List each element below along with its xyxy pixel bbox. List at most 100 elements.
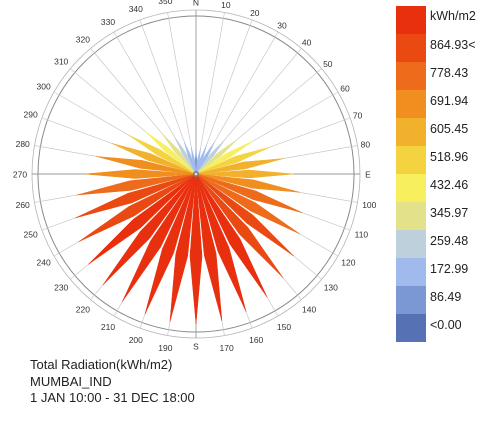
legend-swatch: [396, 146, 426, 174]
legend-tick-label: 605.45: [430, 122, 469, 136]
direction-label-170: 170: [220, 343, 234, 353]
petal-220: [102, 173, 197, 286]
rose-petals: [75, 131, 303, 325]
chart-title: Total Radiation(kWh/m2): [30, 357, 173, 372]
petal-90: [195, 169, 294, 179]
petal-320: [161, 132, 197, 175]
direction-label-100: 100: [362, 200, 376, 210]
direction-label-20: 20: [250, 8, 260, 18]
legend-tick-label: 259.48: [430, 234, 469, 248]
petal-310: [145, 131, 197, 175]
petal-210: [122, 173, 197, 302]
petal-250: [75, 173, 197, 219]
petal-280: [96, 156, 197, 175]
petal-170: [195, 173, 223, 321]
petal-300: [128, 134, 197, 175]
direction-label-110: 110: [355, 230, 369, 240]
direction-label-290: 290: [24, 109, 38, 119]
direction-label-10: 10: [221, 0, 231, 10]
legend-swatch: [396, 230, 426, 258]
petal-230: [88, 173, 197, 265]
direction-label-60: 60: [340, 84, 350, 94]
direction-label-190: 190: [158, 343, 172, 353]
direction-label-220: 220: [76, 304, 90, 314]
direction-label-250: 250: [24, 230, 38, 240]
chart-caption: Total Radiation(kWh/m2) MUMBAI_IND 1 JAN…: [30, 357, 195, 407]
direction-label-30: 30: [277, 21, 287, 31]
direction-label-260: 260: [16, 200, 30, 210]
petal-240: [78, 173, 197, 242]
direction-label-280: 280: [16, 139, 30, 149]
legend-swatch: [396, 286, 426, 314]
petal-150: [195, 173, 268, 298]
direction-label-140: 140: [302, 304, 316, 314]
petal-350: [190, 146, 197, 175]
direction-label-160: 160: [249, 335, 263, 345]
petal-120: [195, 173, 301, 235]
direction-label-50: 50: [323, 59, 333, 69]
direction-label-150: 150: [277, 322, 291, 332]
petal-190: [169, 173, 197, 322]
legend-swatch: [396, 118, 426, 146]
legend-tick-label: 432.46: [430, 178, 469, 192]
petal-330: [173, 135, 197, 175]
direction-label-240: 240: [37, 258, 51, 268]
legend-swatch: [396, 314, 426, 342]
direction-label-70: 70: [353, 111, 363, 121]
petal-40: [195, 139, 226, 175]
legend-swatch: [396, 90, 426, 118]
legend-tick-label: 864.93<: [430, 38, 476, 52]
direction-label-E: E: [365, 170, 371, 180]
direction-label-300: 300: [37, 82, 51, 92]
legend-tick-label: 778.43: [430, 66, 469, 80]
petal-140: [195, 173, 284, 278]
petal-130: [195, 173, 295, 257]
direction-label-330: 330: [101, 17, 115, 27]
legend-tick-label: 172.99: [430, 262, 469, 276]
petal-10: [195, 148, 201, 175]
legend-title: kWh/m2: [430, 9, 476, 23]
petal-20: [195, 144, 207, 175]
radiation-rose-chart: N 10 20 30 40 50 60 70 80 E 100 110 120 130 140 150 160 1…: [13, 0, 377, 353]
direction-label-350: 350: [158, 0, 172, 6]
petal-60: [195, 140, 255, 175]
period-label: 1 JAN 10:00 - 31 DEC 18:00: [30, 390, 195, 405]
legend-swatch: [396, 258, 426, 286]
direction-label-200: 200: [129, 335, 143, 345]
legend-tick-label: 345.97: [430, 206, 469, 220]
direction-label-210: 210: [101, 322, 115, 332]
petal-180: [189, 173, 203, 325]
direction-labels: N 10 20 30 40 50 60 70 80 E 100 110 120 130 140 150 160 1…: [13, 0, 377, 353]
grid-spoke: [195, 12, 225, 175]
petal-30: [195, 141, 215, 175]
direction-label-310: 310: [54, 56, 68, 66]
location-label: MUMBAI_IND: [30, 373, 112, 389]
petal-100: [195, 173, 300, 193]
legend-tick-label: <0.00: [430, 318, 462, 332]
petal-270: [84, 169, 197, 179]
legend-swatch: [396, 6, 426, 34]
legend-tick-label: 86.49: [430, 290, 462, 304]
legend-swatch: [396, 202, 426, 230]
petal-340: [184, 141, 197, 175]
center-dot: [194, 172, 198, 176]
direction-label-130: 130: [324, 283, 338, 293]
legend-swatch: [396, 62, 426, 90]
petal-110: [195, 173, 303, 213]
direction-label-270: 270: [13, 170, 27, 180]
direction-label-120: 120: [341, 258, 355, 268]
legend-swatch: [396, 34, 426, 62]
petal-200: [144, 173, 197, 315]
petal-290: [111, 142, 197, 175]
petal-160: [195, 173, 247, 312]
direction-label-320: 320: [76, 35, 90, 45]
direction-label-40: 40: [302, 38, 312, 48]
legend-tick-label: 691.94: [430, 94, 469, 108]
petal-260: [76, 173, 197, 196]
direction-label-230: 230: [54, 283, 68, 293]
petal-80: [195, 158, 284, 175]
legend-tick-label: 518.96: [430, 150, 469, 164]
petal-70: [195, 146, 271, 175]
direction-label-80: 80: [361, 140, 371, 150]
legend-swatch: [396, 174, 426, 202]
